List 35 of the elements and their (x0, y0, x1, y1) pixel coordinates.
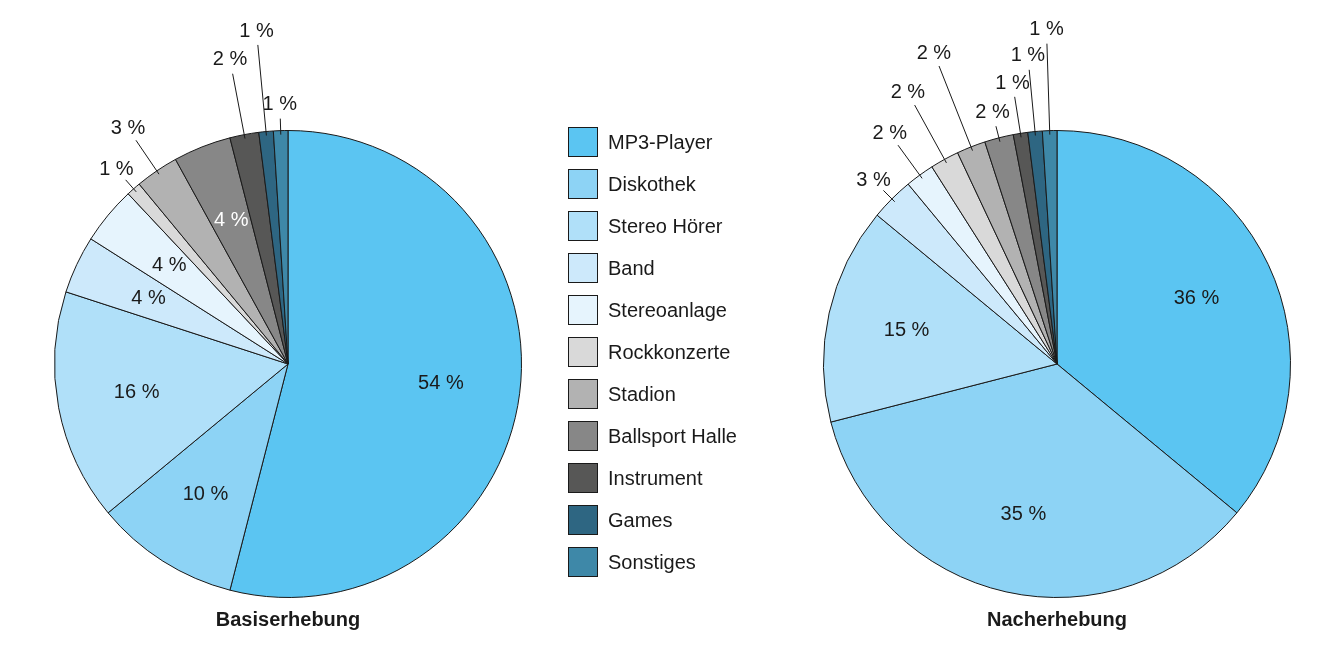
data-label: 4 % (214, 208, 249, 231)
legend-label: Instrument (608, 466, 703, 490)
legend-label: Band (608, 256, 655, 280)
data-label: 2 % (872, 121, 908, 144)
legend-label: Games (608, 508, 673, 532)
data-label: 3 % (856, 168, 891, 191)
legend-label: Stadion (608, 382, 676, 406)
data-label: 36 % (1173, 285, 1220, 308)
legend-label: Ballsport Halle (608, 424, 737, 448)
data-label: 1 % (1029, 17, 1064, 40)
legend-label: Stereoanlage (608, 298, 727, 322)
data-label: 15 % (883, 317, 930, 340)
data-label: 3 % (110, 116, 146, 139)
data-label: 1 % (239, 18, 274, 41)
text: Basiserhebung (215, 607, 361, 630)
legend-label: MP3-Player (608, 130, 713, 154)
data-label: 10 % (182, 481, 229, 504)
data-label: 35 % (1000, 501, 1047, 524)
data-label: 1 % (262, 92, 298, 115)
data-label: 4 % (131, 285, 166, 308)
legend-label: Diskothek (608, 172, 696, 196)
text: Nacherhebung (986, 607, 1128, 630)
data-label: 4 % (152, 253, 187, 276)
data-label: 2 % (916, 40, 952, 63)
data-label: 2 % (975, 100, 1010, 123)
data-label: 1 % (99, 156, 134, 179)
legend-label: Rockkonzerte (608, 340, 731, 364)
data-label: 54 % (418, 370, 464, 393)
data-label: 1 % (1010, 43, 1046, 66)
data-label: 2 % (890, 80, 926, 103)
legend-label: Sonstiges (608, 550, 696, 574)
legend-label: Stereo Hörer (608, 214, 723, 238)
data-label: 1 % (995, 70, 1030, 93)
data-label: 2 % (212, 47, 248, 70)
data-label: 16 % (113, 380, 160, 403)
